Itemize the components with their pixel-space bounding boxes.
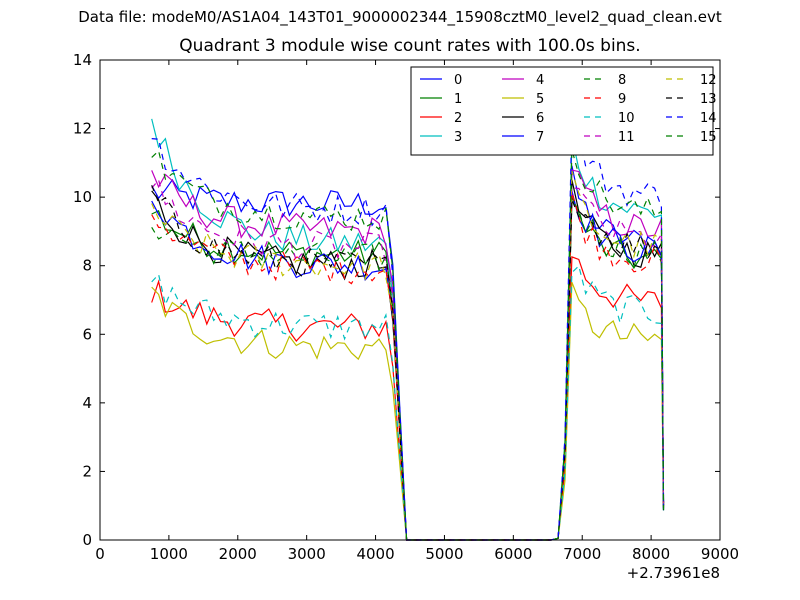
series-line-9 bbox=[151, 192, 665, 541]
x-tick-label: 4000 bbox=[356, 545, 394, 563]
legend-entry-3: 3 bbox=[420, 130, 462, 145]
x-tick: 4000 bbox=[356, 60, 395, 563]
x-tick: 1000 bbox=[150, 60, 188, 563]
legend-label: 1 bbox=[454, 92, 462, 107]
y-tick-label: 2 bbox=[82, 462, 92, 480]
legend-entry-8: 8 bbox=[584, 73, 626, 88]
legend-label: 12 bbox=[700, 73, 717, 88]
legend-entry-1: 1 bbox=[420, 92, 462, 107]
x-tick-label: 0 bbox=[95, 545, 105, 563]
legend-label: 5 bbox=[536, 92, 544, 107]
legend-entry-14: 14 bbox=[666, 111, 717, 126]
legend-entry-6: 6 bbox=[502, 111, 544, 126]
x-tick: 7000 bbox=[563, 60, 601, 563]
y-tick: 10 bbox=[73, 188, 720, 206]
y-tick: 8 bbox=[82, 257, 720, 275]
series-line-14 bbox=[151, 118, 665, 541]
legend-label: 3 bbox=[454, 130, 462, 145]
x-tick-label: 7000 bbox=[563, 545, 601, 563]
legend-label: 8 bbox=[618, 73, 626, 88]
legend-entry-9: 9 bbox=[584, 92, 626, 107]
x-tick-label: 1000 bbox=[150, 545, 188, 563]
legend-entry-0: 0 bbox=[420, 73, 462, 88]
y-tick: 12 bbox=[73, 120, 720, 138]
y-tick-label: 6 bbox=[82, 325, 92, 343]
series-line-11 bbox=[151, 178, 665, 541]
series-line-5 bbox=[151, 281, 665, 541]
series-line-8 bbox=[151, 197, 665, 541]
x-tick: 2000 bbox=[219, 60, 257, 563]
series-line-6 bbox=[151, 179, 665, 541]
legend-entry-13: 13 bbox=[666, 92, 717, 107]
series-line-0 bbox=[151, 165, 665, 541]
legend-label: 15 bbox=[700, 130, 717, 145]
legend-entry-7: 7 bbox=[502, 130, 544, 145]
y-tick: 14 bbox=[73, 51, 720, 69]
y-tick: 0 bbox=[82, 531, 720, 549]
legend-entry-10: 10 bbox=[584, 111, 635, 126]
plot-frame bbox=[99, 59, 721, 541]
x-tick: 6000 bbox=[494, 60, 532, 563]
x-tick: 5000 bbox=[425, 60, 464, 563]
legend-label: 7 bbox=[536, 130, 544, 145]
legend-entry-2: 2 bbox=[420, 111, 462, 126]
series-line-15 bbox=[151, 149, 665, 541]
legend-entry-12: 12 bbox=[666, 73, 717, 88]
legend-label: 4 bbox=[536, 73, 544, 88]
x-tick: 8000 bbox=[632, 60, 670, 563]
legend-entry-5: 5 bbox=[502, 92, 544, 107]
figure-suptitle: Data file: modeM0/AS1A04_143T01_90000023… bbox=[78, 8, 722, 26]
legend-entry-11: 11 bbox=[584, 130, 635, 145]
chart-title: Quadrant 3 module wise count rates with … bbox=[179, 36, 641, 56]
legend-label: 10 bbox=[618, 111, 635, 126]
x-tick: 3000 bbox=[288, 60, 326, 563]
series-line-12 bbox=[151, 170, 665, 541]
x-tick-label: 6000 bbox=[494, 545, 532, 563]
legend-label: 6 bbox=[536, 111, 544, 126]
x-tick-label: 2000 bbox=[219, 545, 257, 563]
series-lines bbox=[151, 118, 665, 541]
y-tick-label: 12 bbox=[73, 120, 92, 138]
legend-label: 2 bbox=[454, 111, 462, 126]
x-tick-label: 5000 bbox=[425, 545, 463, 563]
x-tick: 9000 bbox=[701, 60, 739, 563]
series-line-4 bbox=[151, 169, 665, 541]
x-axis-ticks: 0 1000 2000 3000 4000 5000 6000 7000 8000 9000 bbox=[95, 60, 739, 563]
legend-label: 14 bbox=[700, 111, 717, 126]
legend-entry-4: 4 bbox=[502, 73, 544, 88]
series-line-10 bbox=[151, 264, 665, 541]
y-tick-label: 8 bbox=[82, 257, 92, 275]
x-tick-label: 3000 bbox=[288, 545, 326, 563]
x-tick-label: 9000 bbox=[701, 545, 739, 563]
y-tick: 4 bbox=[82, 394, 720, 412]
series-line-2 bbox=[151, 256, 665, 541]
y-tick-label: 4 bbox=[82, 394, 92, 412]
y-tick: 2 bbox=[82, 462, 720, 480]
x-tick: 0 bbox=[95, 60, 105, 563]
series-line-3 bbox=[151, 118, 665, 541]
y-tick: 6 bbox=[82, 325, 720, 343]
series-line-1 bbox=[151, 196, 665, 541]
legend-label: 9 bbox=[618, 92, 626, 107]
y-tick-label: 14 bbox=[73, 51, 92, 69]
legend-entry-15: 15 bbox=[666, 130, 717, 145]
y-tick-label: 0 bbox=[82, 531, 92, 549]
x-tick-label: 8000 bbox=[632, 545, 670, 563]
legend-label: 13 bbox=[700, 92, 717, 107]
x-offset-label: +2.73961e8 bbox=[627, 564, 720, 582]
legend-box bbox=[410, 66, 714, 156]
legend-label: 0 bbox=[454, 73, 462, 88]
legend-label: 11 bbox=[618, 130, 635, 145]
y-tick-label: 10 bbox=[73, 188, 92, 206]
